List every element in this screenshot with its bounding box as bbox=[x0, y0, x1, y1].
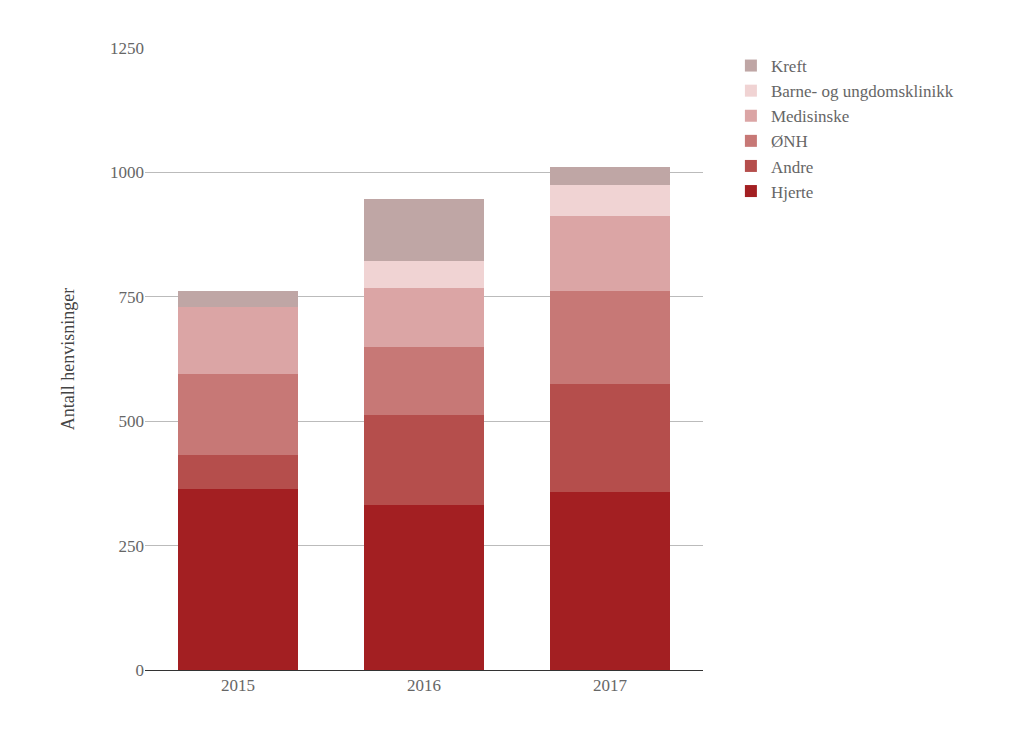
svg-text:750: 750 bbox=[119, 288, 145, 307]
svg-text:Kreft: Kreft bbox=[771, 57, 807, 76]
svg-text:1250: 1250 bbox=[110, 39, 144, 58]
svg-text:Antall henvisninger: Antall henvisninger bbox=[58, 288, 78, 430]
svg-text:Hjerte: Hjerte bbox=[771, 183, 813, 202]
svg-text:2016: 2016 bbox=[407, 676, 441, 695]
svg-text:500: 500 bbox=[119, 412, 145, 431]
svg-text:250: 250 bbox=[119, 537, 145, 556]
svg-text:Andre: Andre bbox=[771, 158, 813, 177]
svg-text:ØNH: ØNH bbox=[771, 132, 808, 151]
svg-text:0: 0 bbox=[136, 661, 145, 680]
svg-text:1000: 1000 bbox=[110, 163, 144, 182]
svg-text:2015: 2015 bbox=[221, 676, 255, 695]
svg-text:2017: 2017 bbox=[593, 676, 628, 695]
svg-text:Medisinske: Medisinske bbox=[771, 107, 849, 126]
svg-text:Barne- og ungdomsklinikk: Barne- og ungdomsklinikk bbox=[771, 82, 954, 101]
